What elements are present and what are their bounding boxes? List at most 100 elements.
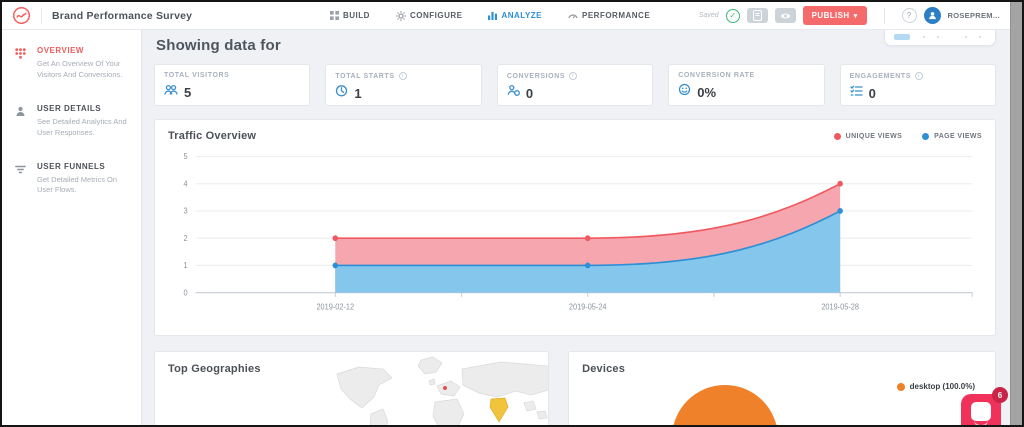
stat-card-total-starts: TOTAL STARTS i 1 bbox=[325, 64, 482, 106]
legend-label: UNIQUE VIEWS bbox=[845, 132, 903, 140]
person-conversion-icon bbox=[507, 84, 520, 102]
legend-label: PAGE VIEWS bbox=[934, 132, 982, 140]
page-title: Showing data for bbox=[156, 37, 281, 54]
sidebar-item-overview[interactable]: OVERVIEW Get An Overview Of Your Visitor… bbox=[2, 46, 141, 81]
stat-value: 1 bbox=[354, 85, 362, 101]
stat-label: ENGAGEMENTS bbox=[849, 72, 912, 80]
person-icon bbox=[928, 12, 936, 20]
checklist-icon bbox=[849, 84, 863, 102]
publish-label: PUBLISH bbox=[811, 11, 850, 20]
svg-text:1: 1 bbox=[184, 261, 188, 270]
traffic-title: Traffic Overview bbox=[168, 130, 257, 142]
brand-logo-icon[interactable] bbox=[12, 6, 31, 25]
svg-text:2019-05-24: 2019-05-24 bbox=[569, 302, 607, 311]
svg-text:4: 4 bbox=[184, 179, 189, 188]
scrollbar[interactable] bbox=[1010, 2, 1022, 425]
sidebar-item-desc: Get Detailed Metrics On User Flows. bbox=[37, 174, 118, 195]
stat-card-total-visitors: TOTAL VISITORS 5 bbox=[154, 64, 311, 106]
main-content: Showing data for TOTAL VISITORS 5 TOTAL … bbox=[142, 30, 1022, 425]
divider bbox=[41, 7, 42, 24]
stat-value: 5 bbox=[184, 84, 192, 100]
eye-icon bbox=[780, 13, 791, 18]
chat-widget-button[interactable]: 6 bbox=[961, 387, 1008, 425]
nav-performance[interactable]: PERFORMANCE bbox=[568, 11, 650, 21]
gauge-icon bbox=[568, 11, 578, 21]
info-icon[interactable]: i bbox=[915, 72, 924, 80]
svg-text:2: 2 bbox=[184, 234, 188, 243]
note-icon bbox=[752, 10, 762, 21]
stat-label: CONVERSIONS bbox=[506, 72, 566, 80]
nav-build[interactable]: BUILD bbox=[330, 11, 370, 20]
stat-label: CONVERSION RATE bbox=[678, 72, 755, 79]
stat-card-conversions: CONVERSIONS i 0 bbox=[496, 64, 654, 106]
geographies-title: Top Geographies bbox=[168, 363, 261, 375]
stats-row: TOTAL VISITORS 5 TOTAL STARTS i 1 CONVERS… bbox=[154, 64, 997, 106]
svg-text:2019-05-28: 2019-05-28 bbox=[821, 302, 859, 311]
nav-configure[interactable]: CONFIGURE bbox=[395, 10, 463, 21]
nav-configure-label: CONFIGURE bbox=[409, 11, 463, 20]
chevron-down-icon: ▾ bbox=[853, 12, 858, 20]
people-icon bbox=[164, 83, 178, 101]
devices-card: Devices desktop (100.0%) bbox=[568, 351, 996, 425]
svg-text:3: 3 bbox=[184, 206, 188, 215]
top-geographies-card: Top Geographies bbox=[154, 351, 550, 425]
legend-dot-orange bbox=[896, 382, 905, 391]
world-map[interactable] bbox=[321, 354, 549, 425]
legend-dot-red bbox=[833, 132, 841, 140]
sidebar-item-user-funnels[interactable]: USER FUNNELS Get Detailed Metrics On Use… bbox=[2, 162, 141, 197]
devices-pie-chart[interactable] bbox=[672, 385, 779, 425]
gear-icon bbox=[395, 10, 406, 21]
devices-legend-label: desktop (100.0%) bbox=[909, 382, 975, 391]
dot bbox=[937, 36, 939, 38]
survey-title: Brand Performance Survey bbox=[52, 9, 193, 22]
date-range-picker[interactable] bbox=[884, 30, 996, 46]
svg-text:0: 0 bbox=[184, 288, 188, 297]
saved-check-icon: ✓ bbox=[725, 8, 740, 23]
grid-dots-icon bbox=[15, 46, 26, 64]
devices-legend[interactable]: desktop (100.0%) bbox=[896, 382, 975, 391]
notes-button[interactable] bbox=[746, 8, 768, 23]
traffic-overview-card: Traffic Overview UNIQUE VIEWS PAGE VIEWS… bbox=[154, 119, 996, 336]
info-icon[interactable]: i bbox=[569, 72, 578, 80]
sidebar: OVERVIEW Get An Overview Of Your Visitor… bbox=[2, 30, 142, 425]
smiley-icon bbox=[678, 83, 691, 101]
date-chip bbox=[894, 34, 910, 40]
nav-analyze[interactable]: ANALYZE bbox=[488, 11, 542, 20]
sidebar-item-desc: See Detailed Analytics And User Response… bbox=[37, 116, 127, 137]
help-button[interactable]: ? bbox=[901, 8, 917, 23]
bar-chart-icon bbox=[488, 11, 498, 20]
legend-unique-views[interactable]: UNIQUE VIEWS bbox=[833, 132, 903, 140]
dot bbox=[923, 36, 925, 38]
traffic-area-chart[interactable]: 5 4 3 2 1 0 2019-02-12 2019-05-24 2019-05-28 bbox=[168, 146, 982, 322]
dot bbox=[965, 36, 967, 38]
info-icon[interactable]: i bbox=[398, 72, 407, 80]
topbar-actions: Saved ✓ PUBLISH ▾ ? ROSEPREM... bbox=[699, 6, 1000, 25]
sidebar-item-desc: Get An Overview Of Your Visitors And Con… bbox=[37, 59, 123, 79]
legend-page-views[interactable]: PAGE VIEWS bbox=[922, 132, 982, 140]
svg-text:2019-02-12: 2019-02-12 bbox=[316, 302, 354, 311]
sidebar-item-label: OVERVIEW bbox=[37, 46, 84, 55]
stat-value: 0 bbox=[868, 85, 876, 101]
funnel-icon bbox=[15, 162, 26, 180]
sidebar-item-user-details[interactable]: USER DETAILS See Detailed Analytics And … bbox=[2, 104, 141, 139]
preview-button[interactable] bbox=[774, 8, 796, 23]
map-marker bbox=[443, 386, 447, 390]
legend-dot-blue bbox=[922, 132, 930, 140]
top-nav: BUILD CONFIGURE ANALYZE PERFORMANCE bbox=[330, 10, 650, 21]
person-icon bbox=[15, 104, 26, 122]
chat-window-icon bbox=[971, 402, 991, 421]
avatar[interactable] bbox=[923, 7, 941, 24]
username: ROSEPREM... bbox=[947, 11, 1000, 20]
nav-build-label: BUILD bbox=[343, 11, 370, 20]
stat-value: 0% bbox=[697, 84, 717, 100]
devices-title: Devices bbox=[582, 363, 626, 375]
divider bbox=[883, 7, 885, 24]
saved-status: Saved bbox=[698, 12, 719, 19]
stat-value: 0 bbox=[525, 85, 534, 101]
nav-analyze-label: ANALYZE bbox=[501, 11, 542, 20]
publish-button[interactable]: PUBLISH ▾ bbox=[802, 6, 867, 25]
clock-icon bbox=[335, 84, 348, 102]
sidebar-item-label: USER FUNNELS bbox=[37, 161, 106, 171]
topbar: Brand Performance Survey BUILD CONFIGURE… bbox=[2, 2, 1022, 30]
